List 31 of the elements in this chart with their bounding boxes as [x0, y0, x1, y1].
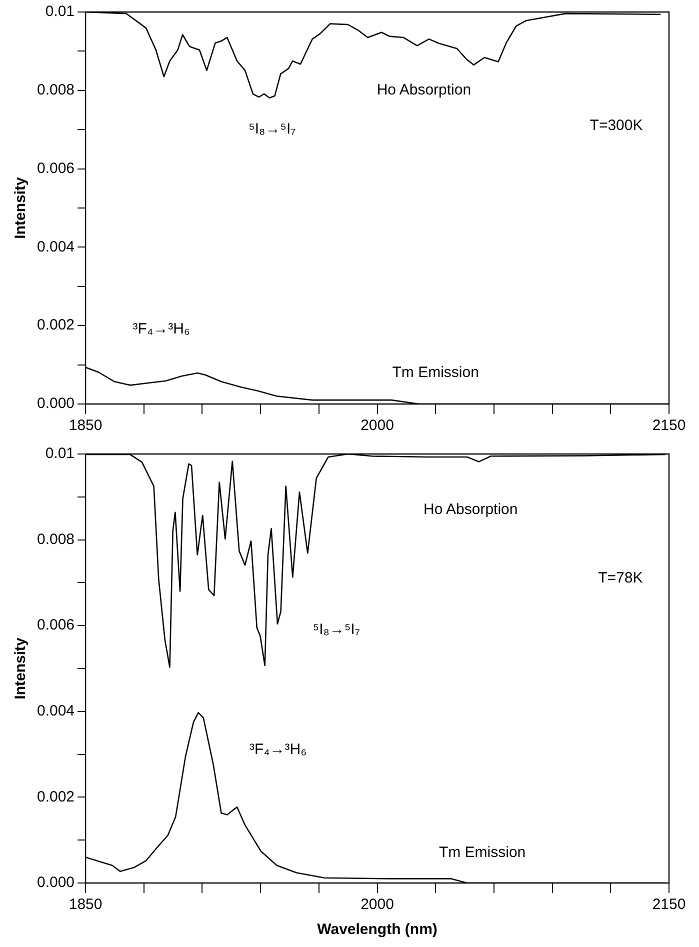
series-label: Tm Emission	[438, 844, 526, 862]
x-axis-title: Wavelength (nm)	[317, 921, 438, 938]
annotation: ⁵I₈→⁵I₇	[312, 621, 360, 638]
annotation: ⁵I₈→⁵I₇	[248, 120, 296, 138]
annotation: ³F₄→³H₆	[132, 320, 190, 338]
x-tick-label: 1850	[68, 896, 102, 914]
y-tick-label: 0.004	[36, 702, 75, 720]
series-label: Tm Emission	[392, 364, 479, 381]
y-tick-label: 0.008	[36, 82, 75, 99]
x-tick-label: 2150	[652, 417, 686, 434]
annotation: T=300K	[590, 116, 643, 134]
text: Ho Absorption	[424, 500, 518, 518]
y-axis-title: Intensity	[12, 637, 30, 700]
x-tick-label: 2000	[360, 417, 394, 434]
y-tick-label: 0.01	[45, 445, 75, 462]
x-tick-label: 2000	[360, 896, 394, 914]
y-axis-title: Intensity	[12, 176, 30, 239]
y-tick-label: 0.008	[36, 530, 75, 548]
annotation: ³F₄→³H₆	[249, 741, 307, 758]
x-tick-label: 1850	[68, 417, 102, 434]
y-tick-label: 0.006	[36, 160, 75, 177]
y-tick-label: 0.002	[36, 788, 75, 806]
y-tick-label: 0.004	[36, 238, 75, 256]
y-tick-label: 0.000	[36, 874, 75, 892]
y-tick-label: 0.006	[36, 616, 75, 634]
annotation: T=78K	[598, 570, 643, 587]
y-tick-label: 0.01	[45, 3, 75, 20]
series-label: Ho Absorption	[376, 82, 472, 99]
y-tick-label: 0.000	[36, 395, 75, 412]
y-tick-label: 0.002	[36, 316, 75, 334]
x-tick-label: 2150	[652, 896, 686, 914]
